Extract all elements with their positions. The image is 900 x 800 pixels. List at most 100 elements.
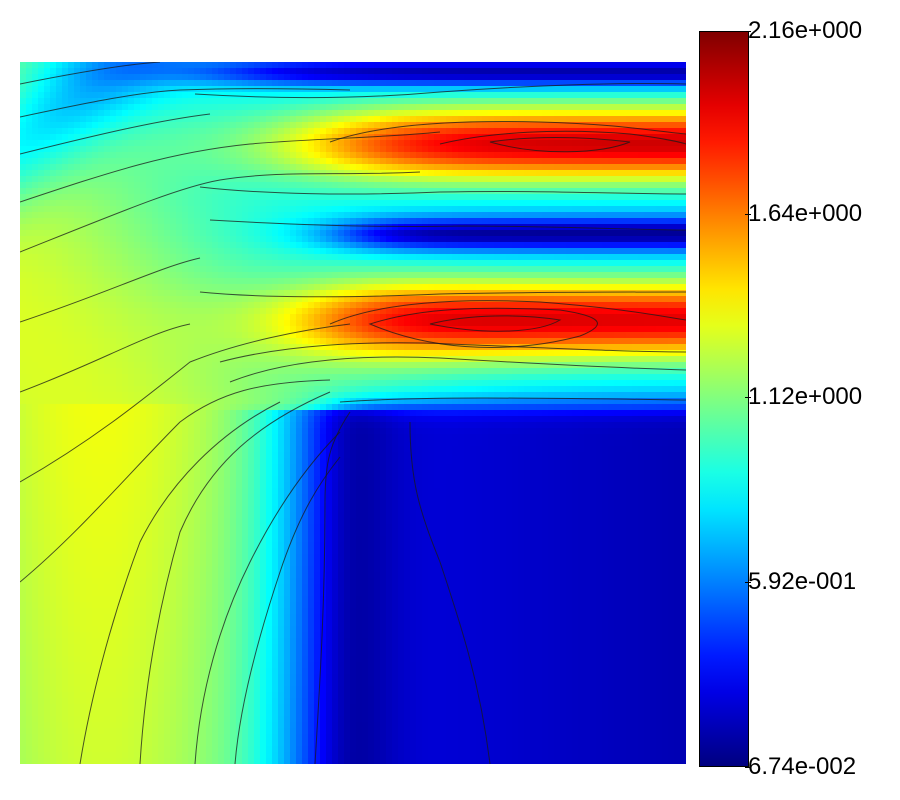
heatmap-cell: [152, 188, 159, 195]
heatmap-cell: [398, 134, 405, 141]
heatmap-cell: [578, 242, 585, 249]
heatmap-cell: [572, 188, 579, 195]
heatmap-cell: [590, 104, 597, 111]
heatmap-cell: [578, 320, 585, 327]
heatmap-cell: [356, 152, 363, 159]
heatmap-cell: [446, 110, 453, 117]
heatmap-cell: [284, 302, 291, 309]
heatmap-cell: [32, 212, 39, 219]
heatmap-cell: [608, 272, 615, 279]
heatmap-cell: [170, 248, 177, 255]
heatmap-cell: [146, 104, 153, 111]
heatmap-cell: [410, 302, 417, 309]
heatmap-cell: [626, 116, 633, 123]
heatmap-cell: [218, 236, 225, 243]
heatmap-cell: [446, 62, 453, 69]
heatmap-cell: [80, 146, 87, 153]
heatmap-cell: [560, 68, 567, 75]
heatmap-cell: [212, 212, 219, 219]
heatmap-cell: [320, 206, 327, 213]
heatmap-cell: [140, 302, 147, 309]
heatmap-cell: [554, 242, 561, 249]
heatmap-cell: [428, 230, 435, 237]
heatmap-cell: [230, 74, 237, 81]
heatmap-cell: [146, 230, 153, 237]
heatmap-cell: [206, 326, 213, 333]
heatmap-cell: [86, 122, 93, 129]
heatmap-cell: [482, 92, 489, 99]
heatmap-cell: [38, 170, 45, 177]
heatmap-cell: [266, 272, 273, 279]
heatmap-cell: [56, 110, 63, 117]
heatmap-cell: [428, 302, 435, 309]
heatmap-cell: [596, 308, 603, 315]
heatmap-cell: [626, 236, 633, 243]
heatmap-cell: [170, 110, 177, 117]
heatmap-cell: [536, 212, 543, 219]
heatmap-cell: [656, 212, 663, 219]
heatmap-cell: [134, 320, 141, 327]
heatmap-cell: [674, 98, 681, 105]
heatmap-cell: [656, 206, 663, 213]
heatmap-cell: [674, 326, 681, 333]
heatmap-cell: [416, 248, 423, 255]
heatmap-cell: [440, 182, 447, 189]
heatmap-cell: [278, 98, 285, 105]
heatmap-cell: [668, 170, 675, 177]
heatmap-cell: [302, 242, 309, 249]
heatmap-cell: [374, 248, 381, 255]
heatmap-cell: [590, 230, 597, 237]
heatmap-cell: [680, 212, 686, 219]
heatmap-cell: [68, 170, 75, 177]
heatmap-cell: [344, 176, 351, 183]
heatmap-cell: [356, 104, 363, 111]
heatmap-cell: [350, 194, 357, 201]
heatmap-cell: [404, 236, 411, 243]
heatmap-cell: [620, 224, 627, 231]
heatmap-cell: [428, 128, 435, 135]
heatmap-cell: [44, 146, 51, 153]
heatmap-cell: [446, 230, 453, 237]
heatmap-cell: [380, 194, 387, 201]
heatmap-cell: [536, 200, 543, 207]
heatmap-cell: [74, 308, 81, 315]
heatmap-cell: [638, 98, 645, 105]
heatmap-cell: [62, 188, 69, 195]
heatmap-cell: [332, 278, 339, 285]
heatmap-cell: [380, 296, 387, 303]
heatmap-cell: [272, 320, 279, 327]
heatmap-cell: [92, 260, 99, 267]
heatmap-cell: [314, 326, 321, 333]
heatmap-cell: [38, 176, 45, 183]
heatmap-cell: [656, 242, 663, 249]
heatmap-cell: [116, 308, 123, 315]
heatmap-cell: [320, 152, 327, 159]
heatmap-cell: [296, 278, 303, 285]
heatmap-cell: [638, 104, 645, 111]
heatmap-cell: [428, 266, 435, 273]
heatmap-cell: [500, 86, 507, 93]
heatmap-cell: [254, 242, 261, 249]
heatmap-cell: [380, 320, 387, 327]
heatmap-cell: [260, 152, 267, 159]
heatmap-cell: [104, 326, 111, 333]
heatmap-cell: [236, 86, 243, 93]
heatmap-cell: [236, 260, 243, 267]
heatmap-cell: [512, 116, 519, 123]
heatmap-cell: [158, 320, 165, 327]
heatmap-cell: [590, 68, 597, 75]
heatmap-cell: [278, 278, 285, 285]
heatmap-cell: [476, 206, 483, 213]
heatmap-cell: [44, 158, 51, 165]
heatmap-cell: [242, 290, 249, 297]
heatmap-cell: [332, 122, 339, 129]
heatmap-cell: [158, 98, 165, 105]
heatmap-cell: [590, 86, 597, 93]
heatmap-cell: [452, 242, 459, 249]
heatmap-cell: [194, 218, 201, 225]
heatmap-cell: [530, 146, 537, 153]
heatmap-cell: [122, 128, 129, 135]
heatmap-cell: [614, 290, 621, 297]
heatmap-cell: [212, 170, 219, 177]
heatmap-cell: [302, 146, 309, 153]
